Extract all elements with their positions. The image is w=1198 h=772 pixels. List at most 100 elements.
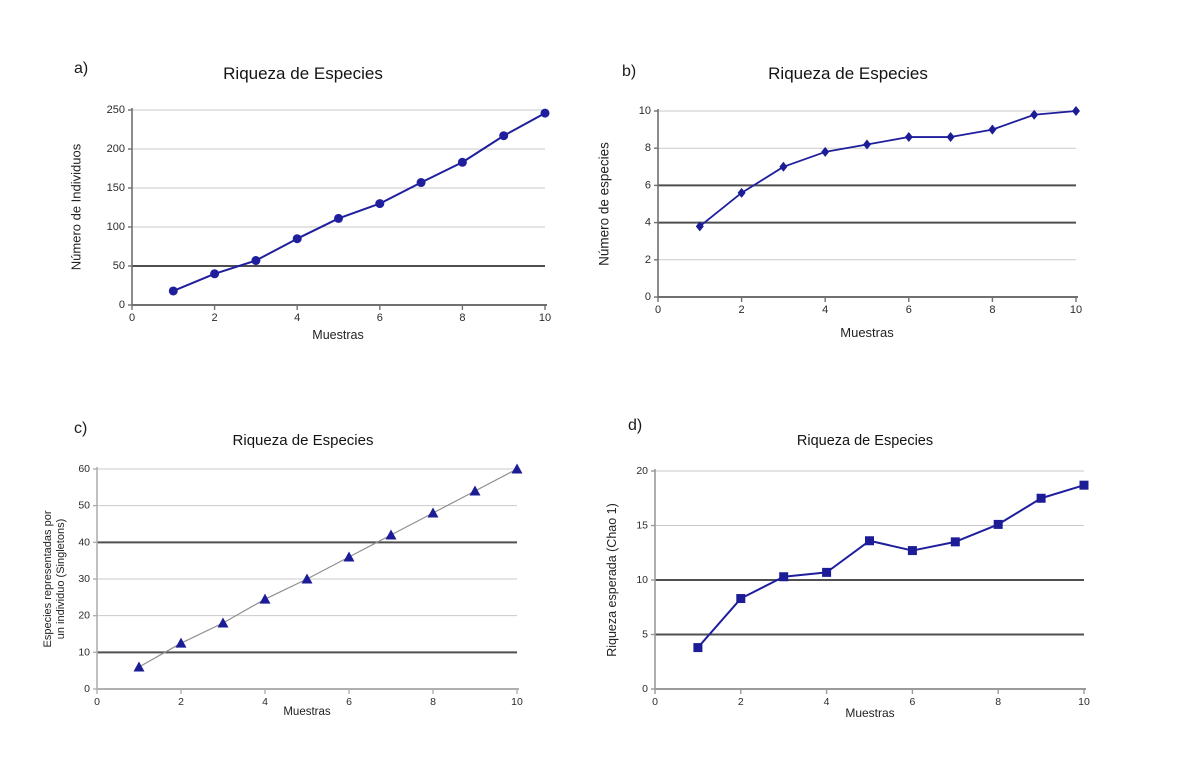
data-point-marker: [217, 617, 229, 628]
y-tick-label: 0: [645, 291, 651, 303]
data-point-marker: [1030, 109, 1039, 120]
y-tick-label: 0: [642, 683, 648, 695]
data-line: [172, 112, 546, 292]
data-point-marker: [988, 124, 997, 135]
data-point-marker: [946, 132, 955, 143]
y-tick-label: 4: [645, 217, 651, 229]
data-line: [138, 468, 518, 668]
chart-c-x-axis-label: Muestras: [283, 706, 331, 718]
data-point-marker: [511, 463, 523, 474]
x-tick-label: 6: [377, 312, 383, 324]
data-point-marker: [779, 161, 788, 172]
x-tick-label: 10: [511, 696, 523, 708]
y-tick-label: 5: [642, 629, 648, 641]
data-point-marker: [416, 178, 426, 188]
data-point-marker: [695, 221, 704, 232]
x-tick-label: 2: [212, 312, 218, 324]
data-point-marker: [175, 637, 187, 648]
chart-c-canvas: 0 10 20 30 40 50 60 0 2 4 6 8 10: [78, 463, 523, 708]
data-point-marker: [301, 573, 313, 584]
y-tick-label: 0: [119, 299, 125, 311]
y-tick-label: 40: [78, 536, 90, 548]
y-tick-label: 2: [645, 254, 651, 266]
data-point-marker: [168, 286, 178, 296]
chart-a-y-axis-label: Número de Individuos: [68, 143, 84, 271]
x-tick-label: 6: [346, 696, 352, 708]
x-tick-label: 0: [129, 312, 135, 324]
data-point-marker: [1036, 493, 1046, 503]
data-point-marker: [133, 661, 145, 672]
x-tick-label: 2: [739, 304, 745, 316]
data-point-marker: [427, 507, 439, 518]
y-tick-label: 15: [636, 520, 648, 532]
data-point-marker: [1072, 106, 1080, 116]
panel-label-b: b): [622, 63, 637, 80]
chart-d-title: Riqueza de Especies: [796, 433, 934, 449]
x-tick-label: 4: [822, 304, 828, 316]
data-point-marker: [737, 187, 746, 198]
y-tick-label: 8: [645, 142, 651, 154]
data-point-marker: [385, 529, 397, 540]
data-point-marker: [865, 536, 874, 546]
x-tick-label: 2: [738, 696, 744, 708]
y-tick-label: 100: [107, 221, 125, 233]
x-tick-label: 0: [655, 304, 661, 316]
data-point-marker: [469, 485, 481, 496]
data-point-marker: [950, 537, 960, 547]
chart-b-x-axis-label: Muestras: [840, 325, 894, 340]
data-point-marker: [499, 131, 509, 141]
chart-a-title: Riqueza de Especies: [223, 64, 383, 83]
chart-a-x-axis-label: Muestras: [312, 328, 364, 342]
x-tick-label: 10: [1070, 304, 1082, 316]
data-point-marker: [259, 593, 271, 604]
y-tick-label: 20: [636, 465, 648, 477]
y-tick-label: 150: [107, 182, 125, 194]
y-tick-label: 250: [107, 104, 125, 116]
chart-b-y-axis-label: Número de especies: [596, 142, 612, 266]
data-point-marker: [736, 594, 746, 604]
data-point-marker: [457, 157, 467, 167]
y-tick-label: 20: [78, 610, 90, 622]
y-tick-label: 10: [639, 105, 651, 117]
panel-label-c: c): [74, 420, 88, 437]
data-point-marker: [1079, 480, 1089, 490]
x-tick-label: 8: [459, 312, 465, 324]
data-point-marker: [540, 108, 550, 118]
data-point-marker: [210, 269, 220, 279]
chart-b-title: Riqueza de Especies: [768, 64, 928, 83]
data-point-marker: [863, 139, 871, 150]
x-tick-label: 0: [94, 696, 100, 708]
data-point-marker: [821, 146, 830, 157]
panel-label-d: d): [628, 417, 643, 434]
data-point-marker: [334, 213, 343, 223]
y-tick-label: 10: [636, 574, 648, 586]
data-point-marker: [822, 567, 832, 577]
y-tick-label: 10: [78, 646, 90, 658]
y-tick-label: 60: [78, 463, 90, 475]
x-tick-label: 2: [178, 696, 184, 708]
chart-d-canvas: 0 5 10 15 20 0 2 4 6 8 10: [636, 465, 1090, 708]
panel-label-a: a): [74, 60, 89, 77]
x-tick-label: 10: [539, 312, 551, 324]
data-line: [699, 110, 1077, 228]
y-tick-label: 50: [113, 260, 125, 272]
data-point-marker: [904, 132, 913, 143]
data-point-marker: [993, 519, 1003, 529]
y-tick-label: 30: [78, 573, 90, 585]
y-tick-label: 200: [107, 143, 125, 155]
data-point-marker: [343, 551, 355, 562]
data-point-marker: [251, 256, 261, 266]
data-point-marker: [779, 572, 789, 582]
chart-c-title: Riqueza de Especies: [232, 432, 374, 449]
data-point-marker: [375, 199, 385, 209]
x-tick-label: 10: [1078, 696, 1090, 708]
chart-a-canvas: 0 50 100 150 200 250 0 2 4 6 8 10: [107, 104, 551, 324]
chart-c-y-axis-label: Especies representadas por un individuo …: [41, 510, 67, 648]
chart-b-canvas: 0 2 4 6 8 10 0 2 4 6 8 10: [639, 105, 1082, 316]
x-tick-label: 8: [430, 696, 436, 708]
data-point-marker: [907, 546, 917, 556]
chart-d-y-axis-label: Riqueza esperada (Chao 1): [605, 503, 619, 657]
data-line: [697, 484, 1085, 649]
data-point-marker: [693, 643, 703, 653]
